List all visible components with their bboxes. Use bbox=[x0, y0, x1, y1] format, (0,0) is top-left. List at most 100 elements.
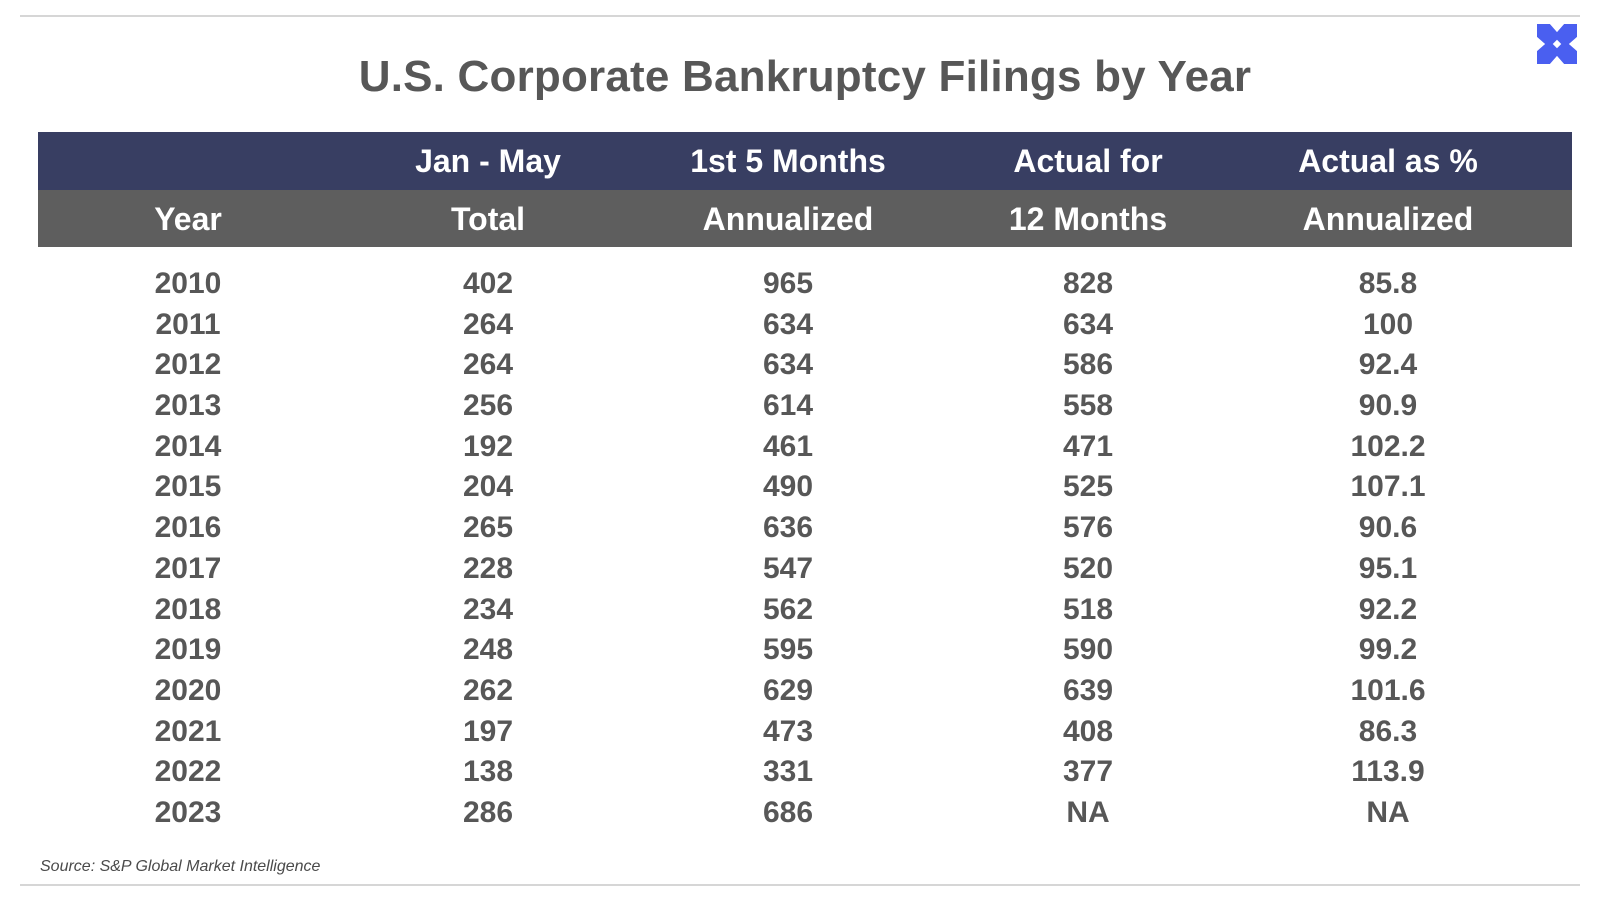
cell-year: 2021 bbox=[154, 714, 222, 748]
cell-actual-pct: 99.2 bbox=[1358, 633, 1418, 667]
cell-annualized: 636 bbox=[762, 511, 814, 545]
cell-actual-pct: 90.6 bbox=[1358, 511, 1418, 545]
top-divider bbox=[20, 15, 1580, 17]
cell-actual-pct: 86.3 bbox=[1358, 714, 1418, 748]
table-row: 2021 197 473 408 86.3 bbox=[38, 712, 1572, 753]
cell-jan-may-total: 248 bbox=[462, 633, 514, 667]
cell-actual-pct: 85.8 bbox=[1358, 267, 1418, 300]
cell-jan-may-total: 234 bbox=[462, 592, 514, 626]
cell-year: 2010 bbox=[154, 267, 222, 300]
cell-year: 2014 bbox=[154, 429, 222, 463]
cell-actual-pct: 107.1 bbox=[1350, 470, 1426, 504]
table-row: 2011 264 634 634 100 bbox=[38, 305, 1572, 346]
cell-year: 2015 bbox=[154, 470, 222, 504]
column-header-year-line2: Year bbox=[154, 201, 222, 237]
column-header-actual-line2: 12 Months bbox=[1008, 201, 1168, 237]
cell-annualized: 634 bbox=[762, 307, 814, 341]
column-header-annualized-line2: Annualized bbox=[702, 201, 874, 237]
header-band-bottom bbox=[38, 190, 1572, 247]
cell-annualized: 490 bbox=[762, 470, 814, 504]
cell-jan-may-total: 286 bbox=[462, 795, 514, 829]
bottom-divider bbox=[20, 884, 1580, 886]
cell-actual-12-months: 634 bbox=[1062, 307, 1114, 341]
cell-jan-may-total: 197 bbox=[462, 714, 514, 748]
cell-annualized: 965 bbox=[762, 267, 814, 300]
column-header-total-line2: Total bbox=[450, 201, 526, 237]
cell-actual-pct: 92.2 bbox=[1358, 592, 1418, 626]
cell-year: 2013 bbox=[154, 389, 222, 423]
table-row: 2010 402 965 828 85.8 bbox=[38, 264, 1572, 305]
cell-actual-12-months: 558 bbox=[1062, 389, 1114, 423]
table-row: 2019 248 595 590 99.2 bbox=[38, 630, 1572, 671]
cell-actual-12-months: 377 bbox=[1062, 755, 1114, 789]
cell-year: 2020 bbox=[154, 673, 222, 707]
table-row: 2022 138 331 377 113.9 bbox=[38, 752, 1572, 793]
cell-annualized: 461 bbox=[762, 429, 814, 463]
cell-year: 2023 bbox=[154, 795, 222, 829]
cell-year: 2012 bbox=[154, 348, 222, 382]
table-body: 2010 402 965 828 85.8 2011 264 634 634 100 2012 264… bbox=[38, 264, 1572, 834]
column-header-percent-line1: Actual as % bbox=[1298, 143, 1478, 179]
cell-actual-12-months: 408 bbox=[1062, 714, 1114, 748]
cell-annualized: 595 bbox=[762, 633, 814, 667]
cell-jan-may-total: 138 bbox=[462, 755, 514, 789]
cell-year: 2016 bbox=[154, 511, 222, 545]
cell-actual-12-months: 520 bbox=[1062, 551, 1114, 585]
cell-year: 2019 bbox=[154, 633, 222, 667]
cell-actual-pct: 95.1 bbox=[1358, 551, 1418, 585]
table-row: 2018 234 562 518 92.2 bbox=[38, 590, 1572, 631]
cell-year: 2018 bbox=[154, 592, 222, 626]
cell-annualized: 634 bbox=[762, 348, 814, 382]
cell-annualized: 331 bbox=[762, 755, 814, 789]
table-row: 2017 228 547 520 95.1 bbox=[38, 549, 1572, 590]
table-row: 2012 264 634 586 92.4 bbox=[38, 345, 1572, 386]
table-row: 2014 192 461 471 102.2 bbox=[38, 427, 1572, 468]
cell-jan-may-total: 264 bbox=[462, 348, 514, 382]
cell-jan-may-total: 265 bbox=[462, 511, 514, 545]
cell-actual-pct: 90.9 bbox=[1358, 389, 1418, 423]
cell-jan-may-total: 256 bbox=[462, 389, 514, 423]
cell-actual-12-months: 525 bbox=[1062, 470, 1114, 504]
cell-actual-pct: 113.9 bbox=[1351, 755, 1425, 789]
column-header-actual-line1: Actual for bbox=[1013, 143, 1163, 179]
table-row: 2013 256 614 558 90.9 bbox=[38, 386, 1572, 427]
cell-actual-12-months: NA bbox=[1066, 795, 1110, 829]
cell-actual-12-months: 586 bbox=[1062, 348, 1114, 382]
x-logo-icon bbox=[1537, 24, 1577, 64]
cell-annualized: 473 bbox=[762, 714, 814, 748]
cell-year: 2011 bbox=[155, 307, 221, 341]
cell-jan-may-total: 228 bbox=[462, 551, 514, 585]
table-header: Year Jan - May Total 1st 5 Months Annual… bbox=[38, 132, 1572, 247]
cell-annualized: 614 bbox=[762, 389, 814, 423]
header-band-top bbox=[38, 132, 1572, 190]
table-row: 2020 262 629 639 101.6 bbox=[38, 671, 1572, 712]
cell-jan-may-total: 264 bbox=[462, 307, 514, 341]
table-row: 2023 286 686 NA NA bbox=[38, 793, 1572, 834]
cell-jan-may-total: 402 bbox=[462, 267, 514, 300]
column-header-annualized-line1: 1st 5 Months bbox=[690, 143, 886, 179]
cell-actual-12-months: 471 bbox=[1062, 429, 1114, 463]
cell-jan-may-total: 262 bbox=[462, 673, 514, 707]
cell-actual-12-months: 576 bbox=[1062, 511, 1114, 545]
cell-actual-12-months: 639 bbox=[1062, 673, 1114, 707]
cell-year: 2022 bbox=[154, 755, 222, 789]
cell-actual-pct: 102.2 bbox=[1350, 429, 1426, 463]
cell-actual-12-months: 590 bbox=[1062, 633, 1114, 667]
column-header-percent-line2: Annualized bbox=[1302, 201, 1474, 237]
table-row: 2016 265 636 576 90.6 bbox=[38, 508, 1572, 549]
cell-actual-12-months: 828 bbox=[1062, 267, 1114, 300]
cell-annualized: 562 bbox=[762, 592, 814, 626]
cell-annualized: 547 bbox=[762, 551, 814, 585]
chart-title: U.S. Corporate Bankruptcy Filings by Yea… bbox=[358, 52, 1252, 101]
column-header-total-line1: Jan - May bbox=[415, 143, 561, 179]
table-row: 2015 204 490 525 107.1 bbox=[38, 467, 1572, 508]
cell-jan-may-total: 192 bbox=[462, 429, 514, 463]
cell-actual-pct: NA bbox=[1366, 795, 1410, 829]
cell-actual-pct: 100 bbox=[1362, 307, 1414, 341]
cell-actual-12-months: 518 bbox=[1062, 592, 1114, 626]
cell-actual-pct: 92.4 bbox=[1358, 348, 1418, 382]
cell-jan-may-total: 204 bbox=[462, 470, 514, 504]
cell-year: 2017 bbox=[154, 551, 222, 585]
cell-annualized: 686 bbox=[762, 795, 814, 829]
cell-actual-pct: 101.6 bbox=[1350, 673, 1426, 707]
